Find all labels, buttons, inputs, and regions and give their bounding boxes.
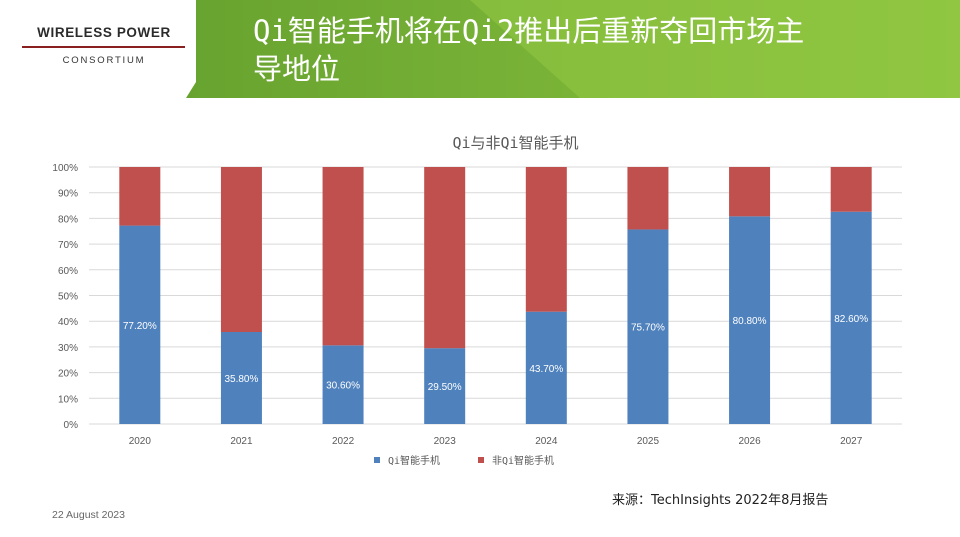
bar-qi-2022	[322, 345, 364, 424]
logo-wordmark: WIRELESS POWER	[37, 25, 171, 40]
bar-qi-2027	[830, 211, 872, 424]
data-label-2027: 82.60%	[834, 314, 868, 325]
y-tick-label: 90%	[58, 189, 78, 200]
bar-qi-2023	[424, 348, 466, 424]
x-tick-label: 2020	[129, 436, 152, 447]
source-note: 来源：TechInsights 2022年8月报告	[612, 493, 829, 508]
x-tick-label: 2025	[637, 436, 660, 447]
logo-subtitle: CONSORTIUM	[62, 55, 146, 66]
bar-non-qi-2020	[119, 167, 161, 226]
bar-qi-2021	[220, 331, 262, 424]
header-banner: WIRELESS POWER CONSORTIUM Qi智能手机将在Qi2推出后…	[0, 0, 960, 98]
stacked-bar-chart: Qi与非Qi智能手机 0% 10% 20% 30% 40% 50% 60% 70% 80% 90% 1…	[52, 134, 902, 467]
y-tick-label: 40%	[58, 317, 78, 328]
logo-divider	[22, 46, 185, 48]
x-tick-label: 2021	[230, 436, 253, 447]
y-tick-label: 20%	[58, 369, 78, 380]
bar-qi-2025	[627, 229, 669, 424]
legend-label-non-qi: 非Qi智能手机	[492, 454, 554, 467]
x-tick-label: 2022	[332, 436, 355, 447]
x-tick-label: 2023	[434, 436, 457, 447]
legend-swatch-non-qi	[478, 457, 484, 463]
x-tick-label: 2027	[840, 436, 863, 447]
bar-qi-2020	[119, 225, 161, 424]
slide-title-line-2: 导地位	[253, 52, 341, 86]
bar-qi-2024	[525, 311, 567, 424]
data-label-2020: 77.20%	[123, 321, 157, 332]
bar-non-qi-2027	[830, 167, 872, 212]
data-label-2024: 43.70%	[529, 364, 563, 375]
slide-title: Qi智能手机将在Qi2推出后重新夺回市场主 导地位	[253, 12, 943, 88]
slide-date: 22 August 2023	[52, 509, 125, 521]
data-label-2026: 80.80%	[733, 316, 767, 327]
bar-non-qi-2021	[220, 167, 262, 332]
slide-title-line-1: Qi智能手机将在Qi2推出后重新夺回市场主	[253, 14, 805, 48]
x-tick-label: 2026	[738, 436, 761, 447]
y-tick-label: 30%	[58, 343, 78, 354]
chart-title: Qi与非Qi智能手机	[452, 134, 578, 152]
bar-non-qi-2023	[424, 167, 466, 349]
legend-label-qi: Qi智能手机	[388, 454, 440, 467]
y-tick-label: 50%	[58, 292, 78, 303]
legend-swatch-qi	[374, 457, 380, 463]
banner-stripe	[470, 0, 960, 98]
data-label-2025: 75.70%	[631, 323, 665, 334]
y-tick-label: 60%	[58, 266, 78, 277]
logo: WIRELESS POWER CONSORTIUM	[0, 0, 205, 98]
bar-non-qi-2022	[322, 167, 364, 346]
bar-non-qi-2025	[627, 167, 669, 230]
y-tick-label: 100%	[52, 163, 78, 174]
y-tick-label: 70%	[58, 240, 78, 251]
logo-panel	[0, 0, 196, 98]
y-tick-label: 10%	[58, 394, 78, 405]
bar-qi-2026	[729, 216, 771, 424]
x-tick-label: 2024	[535, 436, 558, 447]
bar-non-qi-2026	[729, 167, 771, 217]
y-tick-label: 0%	[64, 420, 79, 431]
y-tick-label: 80%	[58, 214, 78, 225]
data-label-2023: 29.50%	[428, 382, 462, 393]
bar-non-qi-2024	[525, 167, 567, 312]
data-label-2021: 35.80%	[224, 374, 258, 385]
data-label-2022: 30.60%	[326, 381, 360, 392]
